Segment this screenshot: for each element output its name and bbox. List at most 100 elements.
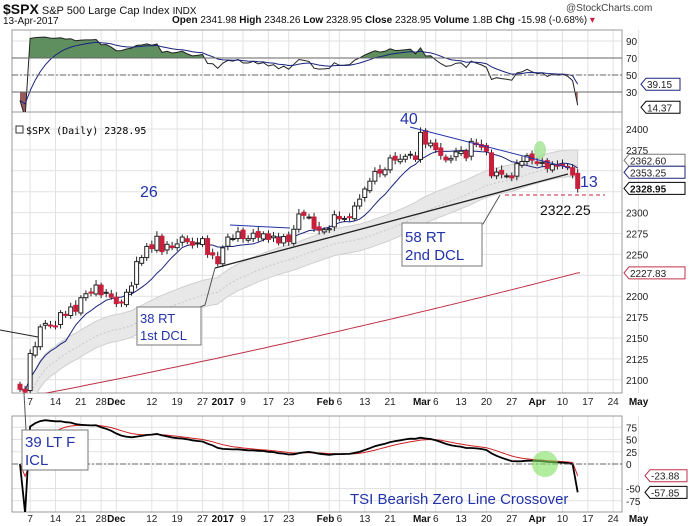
candle-body	[352, 205, 358, 220]
candle	[559, 159, 565, 169]
candle-body	[559, 163, 565, 166]
candle	[32, 341, 38, 358]
callout-2-line1: 58 RT	[405, 229, 446, 246]
tsi-line	[19, 419, 579, 512]
low-value: 2328.95	[326, 15, 363, 26]
candle-body	[428, 142, 434, 147]
candle	[230, 234, 236, 242]
candle-body	[210, 252, 216, 256]
tsi-panel	[19, 419, 579, 512]
candle	[225, 233, 231, 251]
candle-body	[159, 235, 165, 253]
candle	[113, 292, 119, 308]
candle-body	[184, 238, 190, 243]
value-tag-box	[644, 469, 688, 483]
sma200-line	[44, 272, 581, 393]
x-tick-label: 27	[506, 514, 518, 525]
candle-body	[367, 180, 373, 192]
tsi-crossover-marker	[532, 451, 558, 477]
x-tick-label: 14	[50, 397, 62, 408]
callout-2-line2: 2nd DCL	[405, 247, 464, 264]
candle	[458, 146, 464, 157]
candle-body	[58, 312, 64, 325]
candle	[83, 290, 89, 302]
rsi-value-tag: 14.37	[640, 100, 681, 114]
candle	[235, 226, 241, 242]
candle	[448, 155, 454, 164]
y-tick-label: 2100	[626, 376, 649, 387]
support-trendline	[214, 173, 569, 269]
candle	[220, 245, 226, 268]
candle-body	[88, 291, 94, 294]
candle	[529, 150, 535, 165]
rsi-value-tag: 39.15	[640, 77, 681, 91]
candle-body	[169, 245, 175, 249]
candle-body	[205, 238, 211, 255]
cycle-label-40: 40	[400, 111, 418, 128]
rsi-tick-label: 90	[626, 37, 638, 48]
candle-body	[357, 198, 363, 207]
candle	[68, 302, 74, 319]
x-tick-label: Apr	[529, 514, 546, 525]
candle-body	[494, 171, 500, 177]
candle-body	[392, 155, 398, 161]
candle-body	[499, 169, 505, 175]
x-tick-label: May	[629, 514, 649, 525]
annotations: 26 40 13 2322.25 38 RT 1st DCL 58 RT 2nd…	[0, 111, 605, 508]
x-tick-label: 23	[283, 397, 295, 408]
candle-body	[154, 235, 160, 251]
candle-body	[377, 169, 383, 174]
x-tick-label: 21	[385, 514, 397, 525]
x-tick-label: Feb	[317, 514, 335, 525]
candle-body	[463, 150, 469, 159]
candle	[78, 295, 84, 316]
price-value-tag: 2353.25	[623, 165, 686, 179]
candle-body	[215, 256, 221, 265]
candle-body	[230, 238, 236, 241]
candle-body	[483, 145, 489, 152]
candle-body	[397, 158, 403, 163]
candle	[473, 138, 479, 148]
axes: 77141421212828DecDec12121919272720172017…	[12, 37, 688, 525]
candle-body	[129, 285, 135, 293]
value-tag-text: 2328.95	[630, 184, 667, 195]
candle-body	[504, 175, 510, 178]
x-tick-label: 20	[481, 514, 493, 525]
candle-body	[235, 231, 241, 240]
candle-body	[316, 226, 322, 231]
cycle-high-marker	[534, 141, 546, 159]
candle	[514, 159, 520, 181]
candle-body	[134, 261, 140, 285]
candle	[52, 320, 58, 330]
x-tick-label: Dec	[107, 514, 126, 525]
candle-body	[225, 236, 231, 247]
candle-body	[78, 297, 84, 314]
open-value: 2341.98	[200, 15, 237, 26]
candle	[108, 289, 114, 300]
candle-body	[453, 151, 459, 158]
y-tick-label: 2250	[626, 250, 649, 261]
envelope-midline	[29, 164, 578, 393]
tsi-tick-label: 25	[626, 448, 638, 459]
candle-body	[296, 213, 302, 230]
x-tick-label: 19	[172, 514, 184, 525]
chart-title: $SPX S&P 500 Large Cap Index INDX	[3, 1, 196, 17]
candle	[184, 235, 190, 245]
candle	[428, 139, 434, 149]
candle	[362, 186, 368, 202]
candle	[387, 154, 393, 174]
x-tick-label: 23	[283, 514, 295, 525]
candle-body	[544, 160, 550, 169]
x-tick-label: Dec	[107, 397, 126, 408]
candle	[311, 212, 317, 232]
y-tick-label: 2300	[626, 209, 649, 220]
candle-body	[200, 238, 206, 246]
tsi-value-tag: -23.88	[644, 469, 688, 483]
value-tag-text: 14.37	[647, 103, 672, 114]
candle-body	[255, 231, 261, 238]
x-tick-label: 14	[50, 514, 62, 525]
value-tag-box	[640, 77, 681, 91]
candle	[164, 240, 170, 255]
candle-body	[108, 293, 114, 298]
value-tag-text: 2353.25	[630, 168, 667, 179]
